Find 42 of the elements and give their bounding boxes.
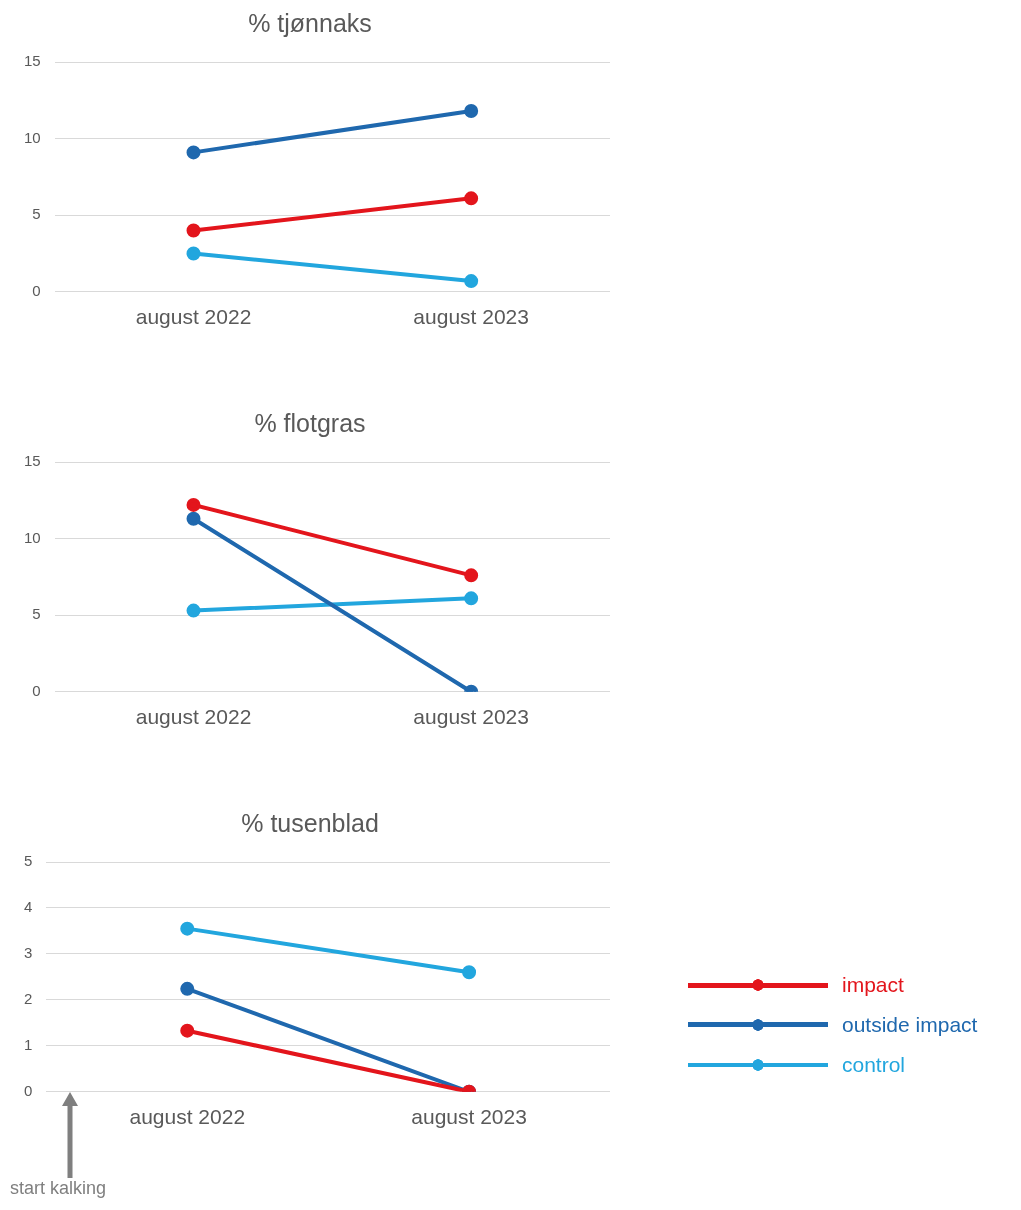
chart-title: % tusenblad	[241, 808, 379, 837]
point	[464, 274, 479, 289]
point	[186, 603, 201, 618]
y-tick-label: 15	[24, 452, 41, 470]
text: start kalking	[10, 1178, 107, 1199]
text: outside impact	[842, 1013, 978, 1037]
y-tick-label: 1	[24, 1035, 33, 1053]
y-tick-label: 5	[24, 852, 33, 870]
x-tick-label: august 2022	[135, 305, 252, 329]
y-tick-label: 10	[24, 128, 41, 146]
point	[464, 191, 479, 206]
point	[180, 981, 195, 996]
text: impact	[842, 973, 904, 997]
chart-title: % flotgras	[254, 408, 366, 437]
point	[186, 145, 201, 160]
point	[186, 497, 201, 512]
y-tick-label: 4	[24, 898, 33, 916]
y-tick-label: 10	[24, 528, 41, 546]
text: control	[842, 1053, 906, 1077]
y-tick-label: 5	[32, 605, 41, 623]
point	[186, 511, 201, 526]
y-tick-label: 15	[24, 52, 41, 70]
x-tick-label: august 2023	[413, 305, 529, 329]
point	[180, 921, 195, 936]
y-tick-label: 5	[32, 205, 41, 223]
point	[464, 568, 479, 583]
y-tick-label: 0	[24, 1081, 33, 1099]
y-tick-label: 0	[32, 281, 41, 299]
point	[180, 1023, 195, 1038]
x-tick-label: august 2022	[135, 705, 252, 729]
point	[462, 965, 477, 980]
x-tick-label: august 2023	[411, 1105, 527, 1129]
point	[464, 104, 479, 119]
y-tick-label: 2	[24, 990, 33, 1008]
chart-title: % tjønnaks	[248, 8, 372, 37]
y-tick-label: 0	[32, 681, 41, 699]
x-tick-label: august 2023	[413, 705, 529, 729]
point	[186, 246, 201, 261]
point	[186, 223, 201, 238]
x-tick-label: august 2022	[129, 1105, 246, 1129]
y-tick-label: 3	[24, 944, 33, 962]
point	[464, 591, 479, 606]
